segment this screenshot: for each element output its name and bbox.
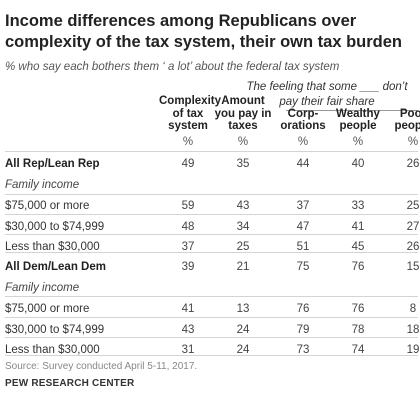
data-cell: 44 bbox=[296, 158, 310, 170]
row-label: $75,000 or more bbox=[5, 303, 90, 315]
column-header: Poorpeople bbox=[384, 95, 420, 133]
column-header: Complexity of tax system bbox=[159, 95, 221, 133]
row-divider bbox=[5, 252, 418, 253]
data-cell: 13 bbox=[236, 303, 250, 315]
data-cell: 33 bbox=[351, 200, 365, 212]
row-divider bbox=[5, 214, 418, 215]
column-header-line: people bbox=[394, 120, 420, 132]
group-header-underline bbox=[286, 110, 418, 111]
data-cell: 27 bbox=[406, 221, 420, 233]
data-cell: 19 bbox=[406, 344, 420, 356]
percent-unit-label: % bbox=[182, 136, 194, 148]
column-header-line bbox=[329, 95, 387, 108]
percent-unit-label: % bbox=[297, 136, 309, 148]
title-line-2: complexity of the tax system, their own … bbox=[5, 33, 403, 51]
column-header-line: taxes bbox=[228, 120, 258, 132]
data-cell: 59 bbox=[181, 200, 195, 212]
group-header: The feeling that some ___ don’t pay thei… bbox=[236, 80, 418, 110]
row-label: $75,000 or more bbox=[5, 200, 90, 212]
row-label: $30,000 to $74,999 bbox=[5, 221, 105, 233]
source-note: Source: Survey conducted April 5-11, 201… bbox=[5, 361, 198, 372]
row-label: All Dem/Lean Dem bbox=[5, 261, 106, 273]
data-cell: 31 bbox=[181, 344, 195, 356]
data-cell: 25 bbox=[406, 200, 420, 212]
percent-unit-label: % bbox=[352, 136, 364, 148]
data-cell: 47 bbox=[296, 221, 310, 233]
row-label: Family income bbox=[5, 179, 80, 191]
percent-unit-label: % bbox=[407, 136, 419, 148]
data-cell: 76 bbox=[296, 303, 310, 315]
column-header-line: people bbox=[339, 120, 377, 132]
data-cell: 76 bbox=[351, 261, 365, 273]
chart-subtitle: % who say each bothers them ‘ a lot’ abo… bbox=[5, 61, 340, 73]
column-header-line: system bbox=[168, 120, 208, 132]
column-header-line: of tax bbox=[172, 107, 204, 120]
data-cell: 73 bbox=[296, 344, 310, 356]
data-cell: 35 bbox=[236, 158, 250, 170]
row-label: All Rep/Lean Rep bbox=[5, 158, 100, 170]
column-header-line: Complexity bbox=[159, 95, 221, 107]
data-cell: 26 bbox=[406, 158, 420, 170]
data-cell: 75 bbox=[296, 261, 310, 273]
data-cell: 45 bbox=[351, 241, 365, 253]
column-header: Corp-orations bbox=[274, 95, 332, 133]
row-divider bbox=[5, 337, 418, 338]
row-divider bbox=[5, 355, 418, 356]
data-cell: 8 bbox=[409, 303, 417, 315]
row-divider bbox=[5, 194, 418, 195]
column-header-line: you pay in bbox=[214, 107, 272, 120]
data-cell: 51 bbox=[296, 241, 310, 253]
column-header-line: Poor bbox=[399, 107, 420, 120]
data-cell: 21 bbox=[236, 261, 250, 273]
data-cell: 24 bbox=[236, 344, 250, 356]
data-cell: 41 bbox=[181, 303, 195, 315]
row-divider bbox=[5, 317, 418, 318]
column-header: Wealthy people bbox=[329, 95, 387, 133]
column-header-line: Amount bbox=[221, 95, 265, 107]
data-cell: 43 bbox=[236, 200, 250, 212]
row-divider bbox=[5, 234, 418, 235]
data-cell: 26 bbox=[406, 241, 420, 253]
row-label: $30,000 to $74,999 bbox=[5, 324, 105, 336]
data-cell: 49 bbox=[181, 158, 195, 170]
data-cell: 41 bbox=[351, 221, 365, 233]
data-cell: 43 bbox=[181, 324, 195, 336]
group-header-line-2: pay their fair share bbox=[279, 96, 375, 108]
data-cell: 76 bbox=[351, 303, 365, 315]
percent-unit-label: % bbox=[237, 136, 249, 148]
column-header-line bbox=[274, 95, 332, 108]
data-cell: 40 bbox=[351, 158, 365, 170]
data-cell: 39 bbox=[181, 261, 195, 273]
group-header-line-1: The feeling that some ___ don’t bbox=[246, 81, 408, 93]
column-header-line: Wealthy bbox=[336, 107, 380, 120]
column-header: Amount you pay in taxes bbox=[214, 95, 272, 133]
row-divider bbox=[5, 296, 418, 297]
data-cell: 15 bbox=[406, 261, 420, 273]
row-label: Less than $30,000 bbox=[5, 241, 100, 253]
row-divider bbox=[5, 151, 418, 152]
column-header-line bbox=[384, 95, 420, 108]
organization-name: PEW RESEARCH CENTER bbox=[5, 378, 135, 389]
data-cell: 37 bbox=[296, 200, 310, 212]
title-line-1: Income differences among Republicans ove… bbox=[5, 12, 357, 30]
row-label: Family income bbox=[5, 282, 80, 294]
data-cell: 48 bbox=[181, 221, 195, 233]
data-cell: 78 bbox=[351, 324, 365, 336]
column-header-line: orations bbox=[280, 120, 326, 132]
data-cell: 74 bbox=[351, 344, 365, 356]
data-cell: 34 bbox=[236, 221, 250, 233]
data-cell: 24 bbox=[236, 324, 250, 336]
data-cell: 18 bbox=[406, 324, 420, 336]
chart-title: Income differences among Republicans ove… bbox=[5, 11, 415, 53]
row-label: Less than $30,000 bbox=[5, 344, 100, 356]
data-cell: 25 bbox=[236, 241, 250, 253]
column-header-line: Corp- bbox=[287, 107, 319, 120]
data-cell: 79 bbox=[296, 324, 310, 336]
data-cell: 37 bbox=[181, 241, 195, 253]
